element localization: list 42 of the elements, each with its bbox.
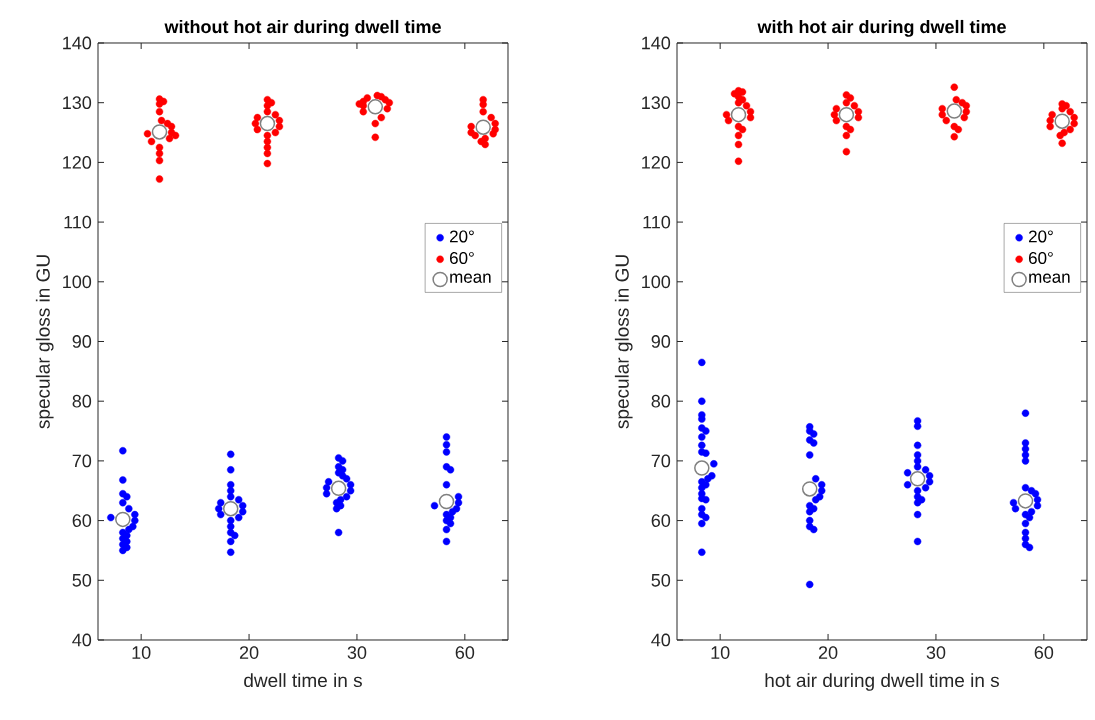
y-tick-label: 80	[651, 394, 671, 408]
y-axis-title: specular gloss in GU	[614, 255, 633, 429]
legend-label: 60°	[1028, 251, 1053, 265]
y-tick-label: 70	[72, 454, 92, 468]
y-tick-label: 100	[642, 275, 671, 289]
x-tick-label: 10	[711, 646, 730, 659]
chart-title: without hot air during dwell time	[164, 19, 441, 37]
legend-label: 60°	[449, 251, 474, 265]
y-tick-label: 130	[63, 96, 92, 110]
y-tick-label: 60	[72, 514, 92, 527]
y-tick-label: 110	[643, 215, 671, 229]
x-axis-title: dwell time in s	[244, 673, 362, 688]
y-tick-label: 90	[72, 335, 92, 348]
legend-label: mean	[450, 273, 491, 283]
y-tick-label: 140	[642, 36, 671, 50]
y-tick-label: 90	[651, 335, 671, 348]
y-tick-label: 60	[651, 514, 671, 527]
y-axis-title: specular gloss in GU	[35, 255, 54, 429]
y-tick-label: 40	[651, 633, 671, 647]
y-tick-label: 70	[651, 454, 671, 468]
x-axis-title: hot air during dwell time in s	[765, 673, 999, 691]
y-tick-label: 120	[63, 156, 92, 169]
y-tick-label: 140	[63, 36, 92, 50]
chart-title: with hot air during dwell time	[757, 19, 1006, 37]
y-tick-label: 110	[64, 215, 92, 229]
x-tick-label: 60	[455, 646, 475, 659]
x-tick-label: 60	[1034, 646, 1054, 659]
y-tick-label: 50	[72, 573, 92, 587]
x-tick-label: 20	[239, 646, 259, 659]
y-tick-label: 120	[642, 156, 671, 169]
x-tick-label: 30	[926, 646, 946, 659]
y-tick-label: 40	[72, 633, 92, 647]
x-tick-label: 30	[347, 646, 367, 659]
legend-label: mean	[1029, 273, 1070, 283]
x-tick-label: 10	[132, 646, 151, 659]
y-tick-label: 50	[651, 573, 671, 587]
y-tick-label: 100	[63, 275, 92, 289]
legend-label: 20°	[449, 230, 474, 243]
y-tick-label: 130	[642, 96, 671, 110]
y-tick-label: 80	[72, 394, 92, 408]
x-tick-label: 20	[818, 646, 838, 659]
legend-label: 20°	[1028, 230, 1053, 243]
